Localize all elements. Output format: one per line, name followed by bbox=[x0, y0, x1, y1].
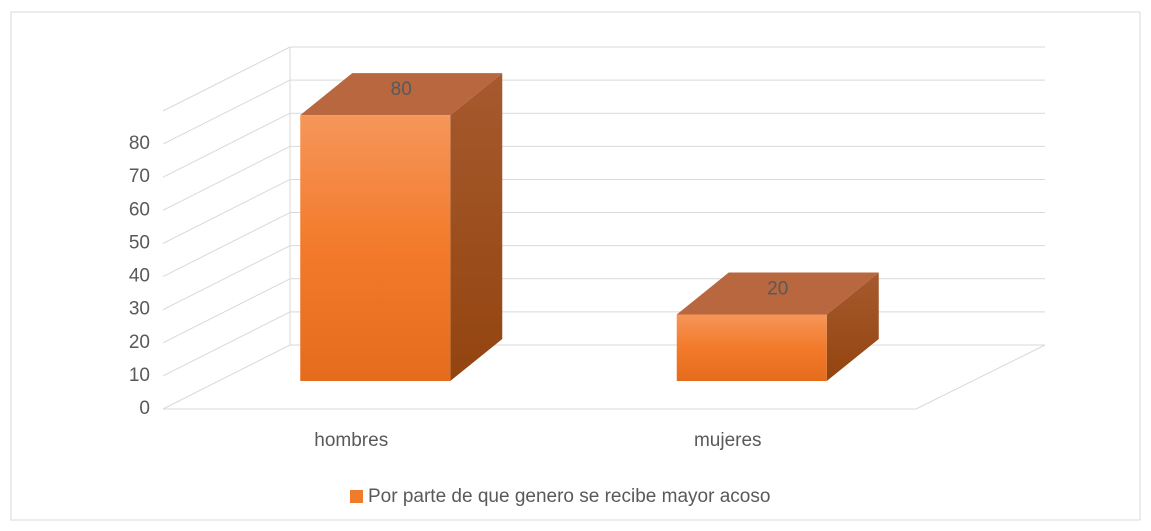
wall-edge bbox=[162, 46, 291, 112]
data-label: 80 bbox=[391, 79, 412, 100]
y-tick-label: 30 bbox=[129, 299, 150, 320]
y-tick-label: 70 bbox=[129, 166, 150, 187]
y-tick-label: 0 bbox=[139, 398, 150, 419]
chart-border bbox=[10, 11, 1141, 521]
grid-line bbox=[162, 79, 291, 145]
bar-front bbox=[676, 314, 827, 381]
y-tick-label: 50 bbox=[129, 232, 150, 253]
grid-line bbox=[162, 145, 291, 211]
floor-edge bbox=[915, 344, 1046, 410]
y-tick-label: 10 bbox=[129, 365, 150, 386]
x-tick-label: hombres bbox=[314, 430, 388, 451]
grid-line bbox=[162, 112, 291, 178]
y-tick-label: 20 bbox=[129, 332, 150, 353]
bar-top bbox=[300, 73, 503, 116]
y-tick-label: 80 bbox=[129, 133, 150, 154]
grid-line bbox=[162, 245, 291, 311]
x-tick-label: mujeres bbox=[694, 430, 762, 451]
legend-swatch bbox=[350, 490, 363, 503]
grid-line bbox=[162, 212, 291, 278]
data-label: 20 bbox=[767, 279, 788, 300]
bar-top bbox=[676, 272, 879, 315]
bar-side bbox=[826, 272, 879, 381]
bar bbox=[300, 73, 503, 381]
y-tick-label: 60 bbox=[129, 199, 150, 220]
grid-line bbox=[162, 178, 291, 244]
legend-label: Por parte de que genero se recibe mayor … bbox=[368, 486, 770, 507]
bar-side bbox=[450, 73, 503, 381]
grid-line bbox=[162, 311, 291, 377]
bar bbox=[676, 272, 879, 381]
bar-front bbox=[300, 115, 451, 381]
grid-line bbox=[162, 344, 291, 410]
grid-line bbox=[162, 278, 291, 344]
y-tick-label: 40 bbox=[129, 266, 150, 287]
